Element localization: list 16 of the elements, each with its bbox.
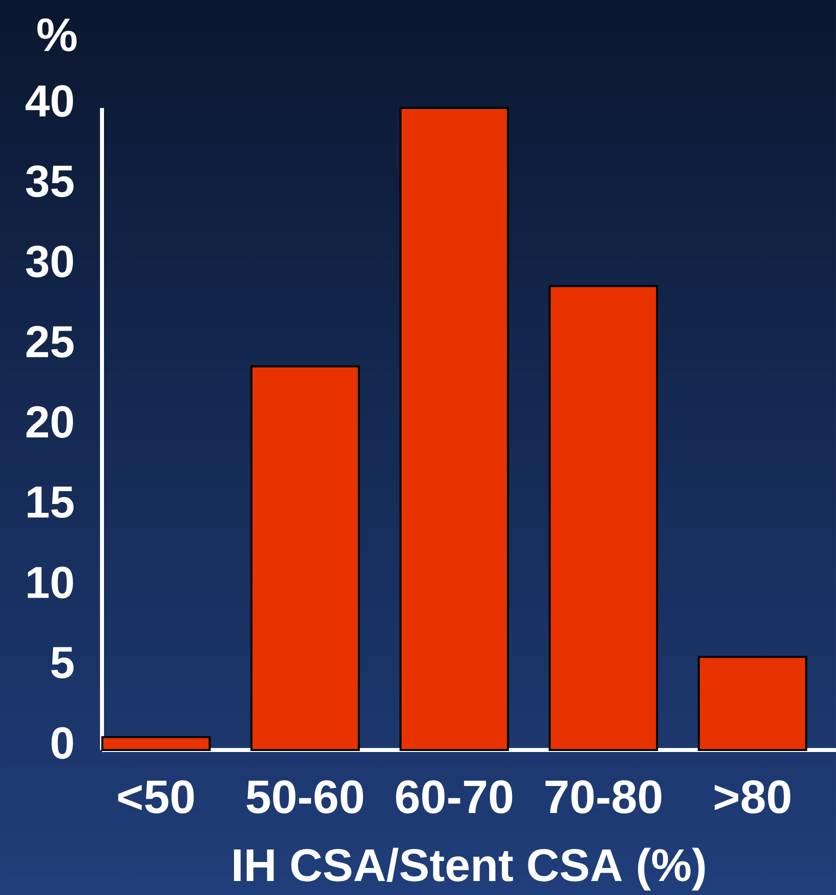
y-tick-label: 40 bbox=[26, 85, 73, 117]
y-axis-title: % bbox=[37, 18, 77, 52]
y-tick-label: 25 bbox=[26, 326, 74, 358]
x-tick-label: 70-80 bbox=[546, 780, 662, 814]
x-tick-label: >80 bbox=[714, 780, 790, 814]
y-tick-label: 20 bbox=[26, 406, 73, 438]
y-tick-label: 15 bbox=[28, 486, 74, 518]
x-tick-label: <50 bbox=[118, 780, 194, 814]
y-tick-label: 0 bbox=[52, 727, 73, 759]
y-tick-label: 35 bbox=[26, 165, 74, 198]
y-tick-label: 5 bbox=[51, 647, 74, 678]
x-tick-label: 50-60 bbox=[246, 780, 364, 814]
y-tick-label: 10 bbox=[28, 566, 73, 598]
x-tick-label: 60-70 bbox=[396, 780, 512, 814]
x-axis-title: IH CSA/Stent CSA (%) bbox=[234, 848, 705, 891]
y-tick-label: 30 bbox=[26, 246, 73, 278]
